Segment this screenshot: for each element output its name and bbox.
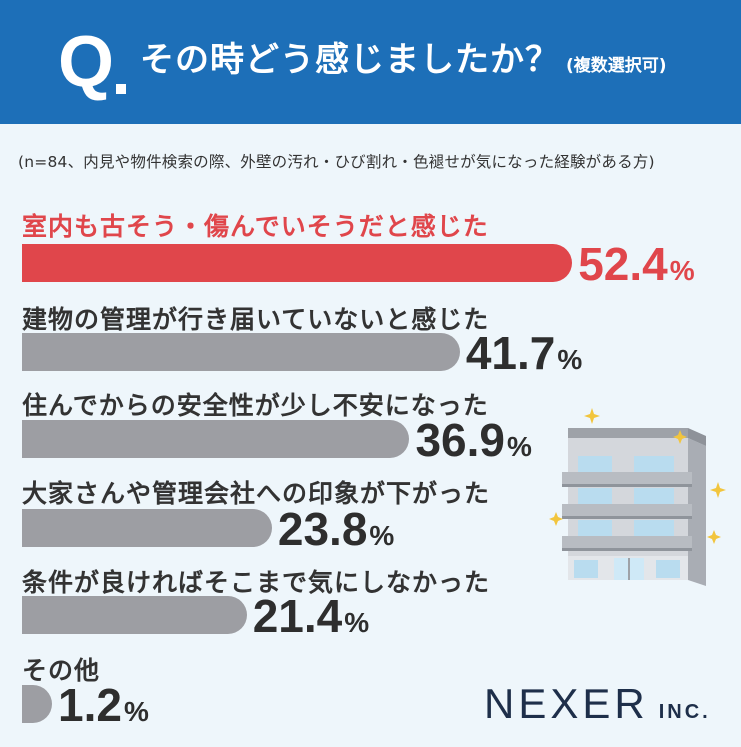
logo-main-text: NEXER bbox=[484, 680, 649, 727]
value-label: 52.4% bbox=[578, 241, 694, 287]
question-title-text: その時どう感じましたか？ bbox=[140, 40, 560, 80]
category-label: その他 bbox=[22, 656, 101, 685]
value-unit: % bbox=[344, 607, 370, 638]
bar-0 bbox=[22, 244, 573, 282]
value-number: 21.4 bbox=[252, 590, 343, 642]
bar-5 bbox=[22, 685, 52, 723]
value-unit: % bbox=[506, 431, 532, 462]
sample-note: (n=84、内見や物件検索の際、外壁の汚れ・ひび割れ・色褪せが気になった経験があ… bbox=[18, 153, 655, 171]
apartment-building-icon bbox=[549, 408, 726, 586]
value-label: 1.2% bbox=[58, 682, 149, 728]
value-number: 36.9 bbox=[415, 414, 505, 466]
question-title: その時どう感じましたか？ (複数選択可) bbox=[140, 38, 667, 88]
value-label: 36.9% bbox=[415, 417, 531, 463]
question-title-sub: (複数選択可) bbox=[566, 56, 667, 76]
category-label: 条件が良ければそこまで気にしなかった bbox=[22, 568, 491, 597]
value-number: 52.4 bbox=[578, 238, 668, 290]
category-label: 大家さんや管理会社への印象が下がった bbox=[22, 479, 491, 508]
category-label: 建物の管理が行き届いていないと感じた bbox=[22, 305, 490, 334]
value-label: 21.4% bbox=[253, 593, 369, 639]
bar-4 bbox=[22, 596, 247, 634]
header-banner: Q その時どう感じましたか？ (複数選択可) bbox=[0, 0, 741, 124]
bar-1 bbox=[22, 333, 460, 371]
q-dot bbox=[116, 84, 126, 94]
category-label: 住んでからの安全性が少し不安になった bbox=[22, 391, 489, 420]
bar-2 bbox=[22, 420, 410, 458]
value-label: 41.7% bbox=[466, 330, 582, 376]
value-number: 23.8 bbox=[277, 503, 368, 555]
category-label: 室内も古そう・傷んでいそうだと感じた bbox=[22, 212, 489, 241]
value-number: 1.2 bbox=[58, 679, 122, 731]
value-unit: % bbox=[123, 696, 149, 727]
q-letter: Q bbox=[58, 22, 115, 102]
value-number: 41.7 bbox=[465, 327, 556, 379]
value-unit: % bbox=[669, 255, 695, 286]
nexer-logo: NEXER INC. bbox=[484, 680, 711, 728]
bar-3 bbox=[22, 509, 272, 547]
value-unit: % bbox=[557, 344, 583, 375]
value-label: 23.8% bbox=[278, 506, 394, 552]
value-unit: % bbox=[369, 520, 395, 551]
logo-sub-text: INC. bbox=[658, 701, 711, 723]
